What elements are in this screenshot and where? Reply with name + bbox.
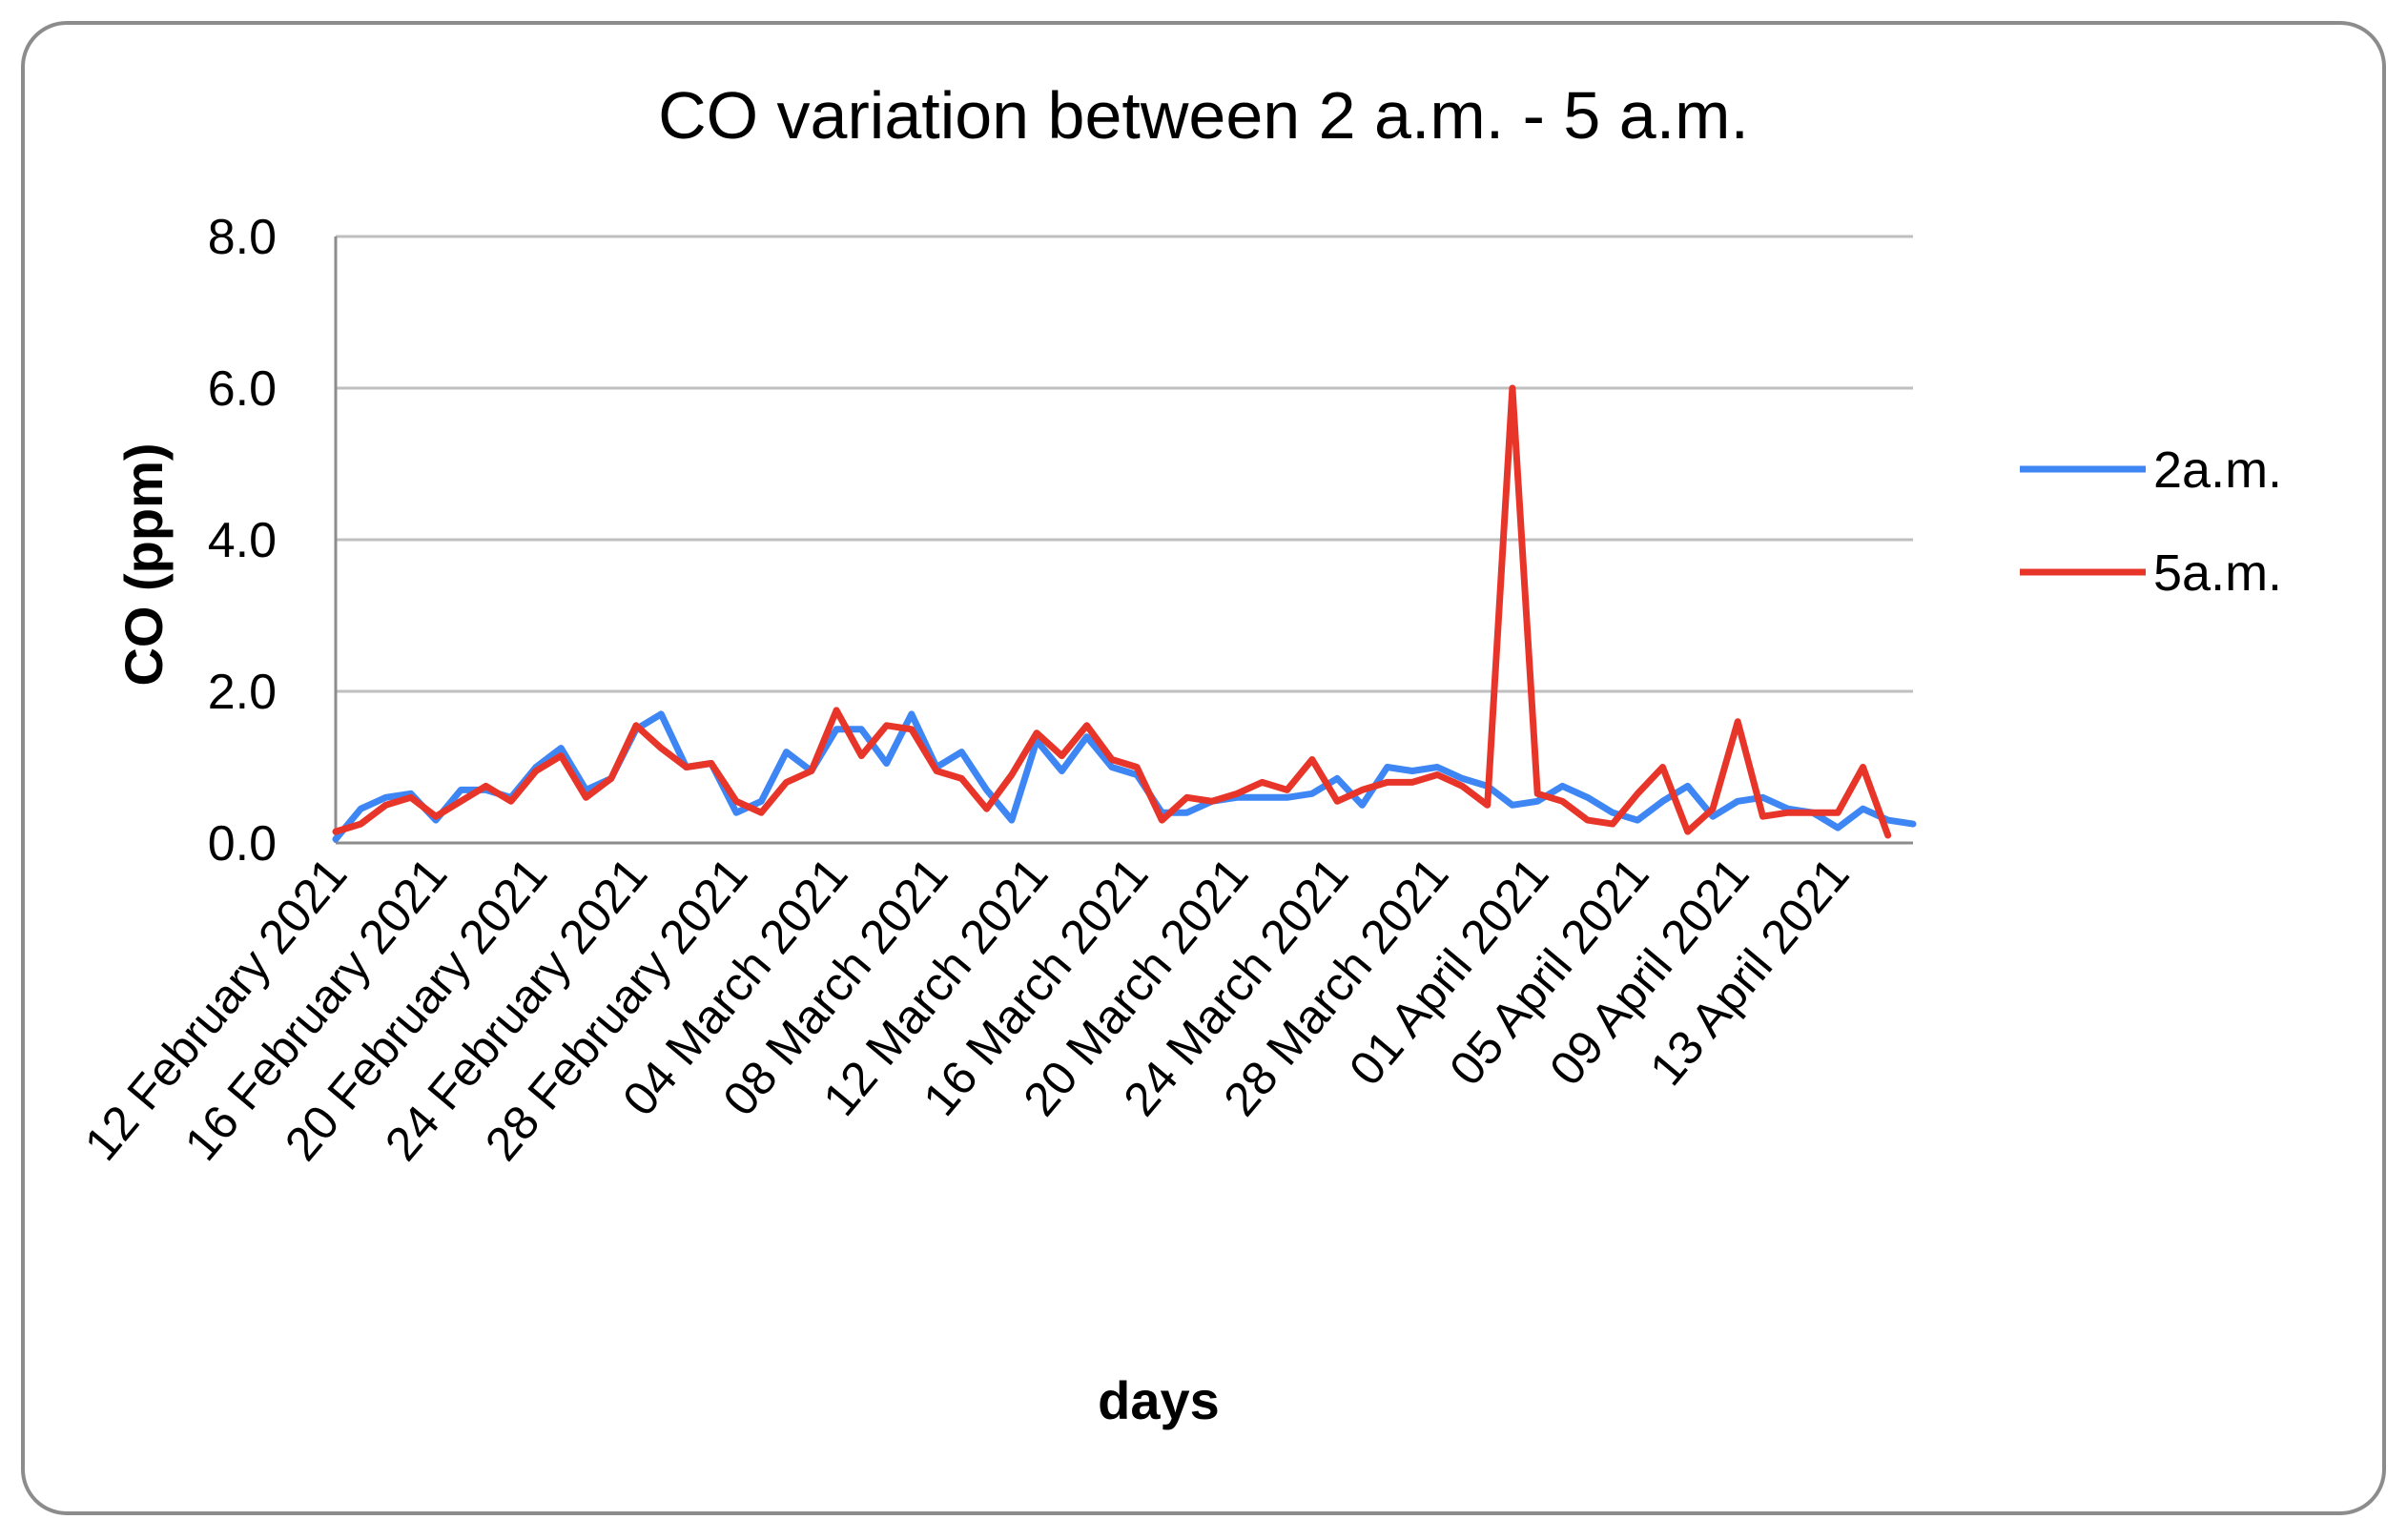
y-axis-title: CO (ppm) bbox=[113, 442, 174, 686]
axes bbox=[334, 236, 1913, 845]
chart-frame bbox=[21, 21, 2386, 1515]
gridlines bbox=[336, 235, 1913, 693]
y-tick-label: 2.0 bbox=[208, 665, 277, 720]
series-line-5am bbox=[332, 384, 1892, 839]
legend-label-2am: 2a.m. bbox=[2153, 441, 2282, 499]
y-tick-label: 4.0 bbox=[208, 513, 277, 568]
chart-title: CO variation between 2 a.m. - 5 a.m. bbox=[658, 78, 1749, 153]
legend-label-5am: 5a.m. bbox=[2153, 544, 2282, 602]
series-lines bbox=[332, 384, 1917, 843]
y-tick-label: 8.0 bbox=[208, 210, 277, 265]
y-tick-label: 6.0 bbox=[208, 361, 277, 417]
y-tick-label: 0.0 bbox=[208, 816, 277, 872]
y-tick-labels: 0.0 2.0 4.0 6.0 8.0 bbox=[208, 210, 277, 872]
x-axis-title: days bbox=[1098, 1370, 1220, 1430]
legend: 2a.m. 5a.m. bbox=[2020, 441, 2282, 602]
